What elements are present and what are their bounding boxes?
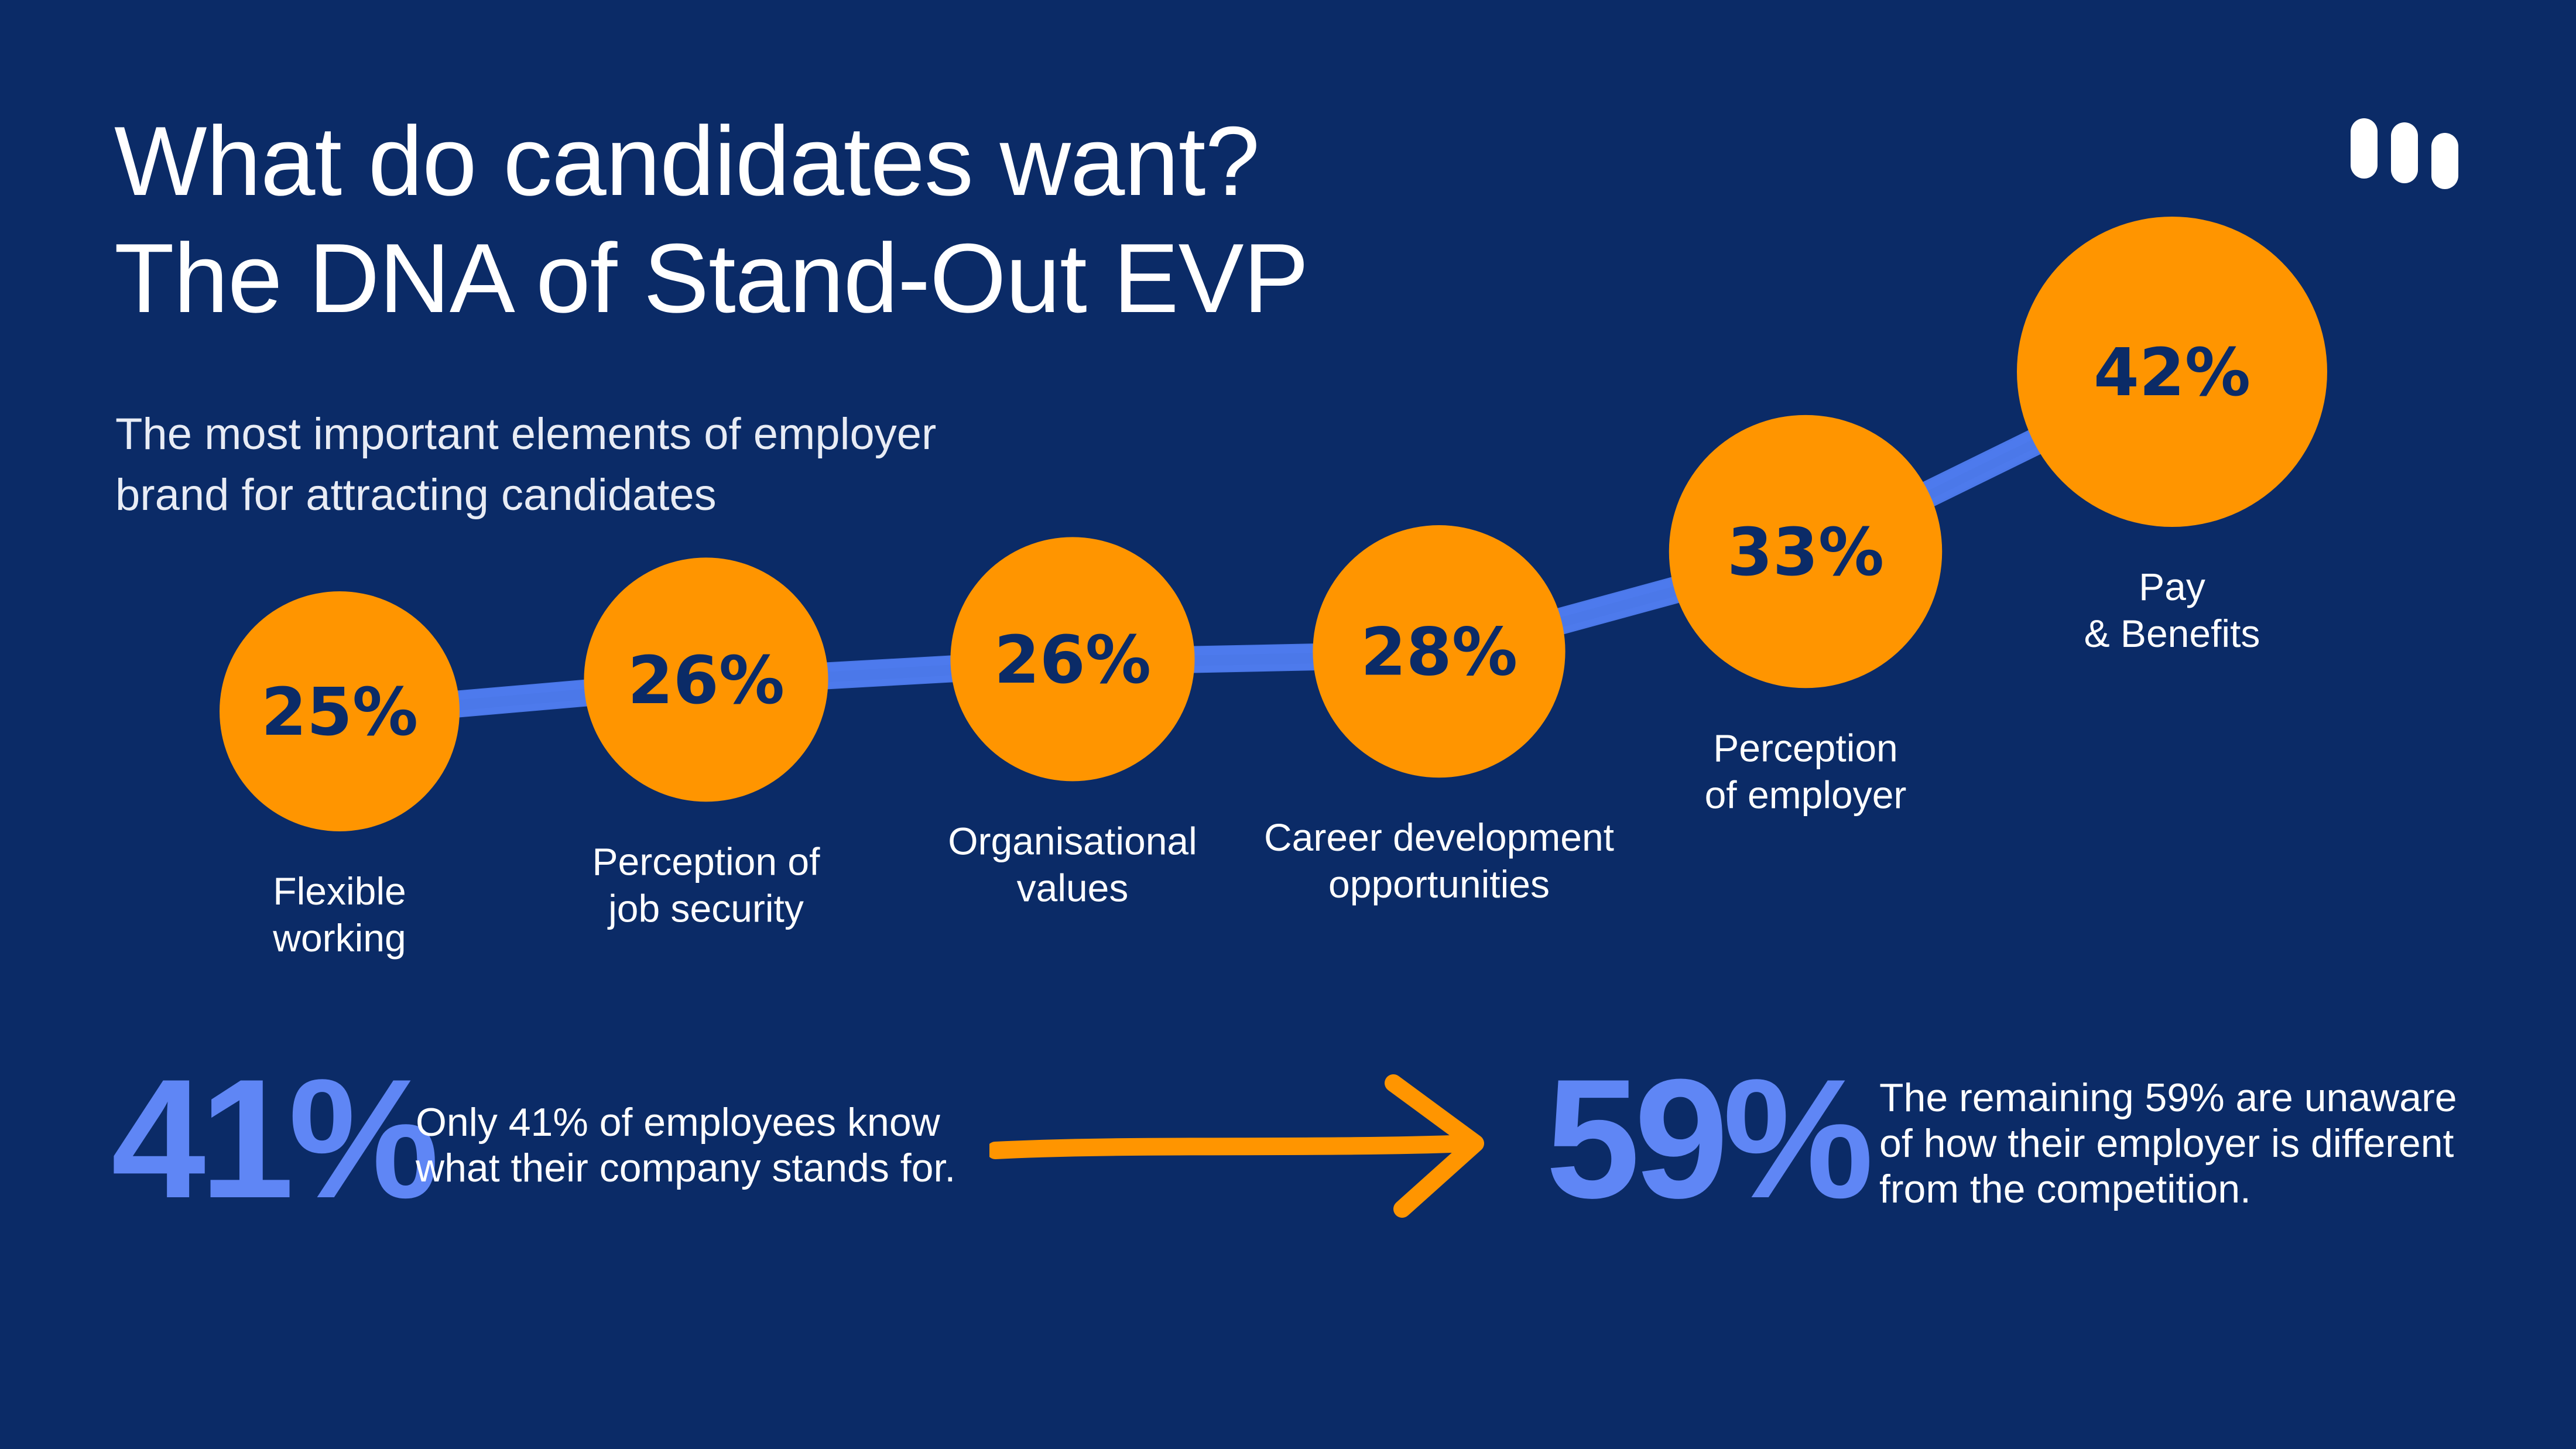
- bubble-value-label-5: 33%: [1727, 515, 1884, 591]
- stat-41-line-2: what their company stands for.: [416, 1146, 956, 1190]
- bubble-4: [1313, 525, 1566, 778]
- category-label-3-line-1: Organisational: [948, 819, 1197, 862]
- company-logo-icon: [2351, 118, 2458, 189]
- bubble-value-label-2: 26%: [628, 643, 785, 719]
- category-label-2-line-2: job security: [607, 886, 804, 930]
- category-label-2-line-1: Perception of: [592, 840, 821, 883]
- bubble-2: [584, 557, 828, 802]
- stat-value-59: 59%: [1546, 1044, 1873, 1234]
- bubble-6: [2017, 217, 2327, 527]
- stat-59-line-1: The remaining 59% are unaware: [1879, 1075, 2457, 1120]
- bubble-value-label-3: 26%: [994, 622, 1151, 698]
- category-label-6-line-2: & Benefits: [2084, 612, 2260, 655]
- bubble-value-label-6: 42%: [2094, 335, 2250, 411]
- bubble-3: [950, 537, 1195, 782]
- chart-subtitle: The most important elements of employer …: [115, 404, 936, 526]
- category-label-4-line-2: opportunities: [1328, 862, 1550, 906]
- title-line-1: What do candidates want?: [114, 106, 1260, 216]
- stat-41-line-1: Only 41% of employees know: [416, 1100, 940, 1145]
- bubble-5: [1669, 415, 1943, 688]
- page-title: What do candidates want? The DNA of Stan…: [114, 102, 1309, 337]
- stat-text-41: Only 41% of employees know what their co…: [416, 1099, 955, 1191]
- title-line-2: The DNA of Stand-Out EVP: [114, 223, 1309, 333]
- subtitle-line-2: brand for attracting candidates: [115, 470, 717, 520]
- stat-value-41: 41%: [111, 1044, 439, 1234]
- bubble-group: 25% 26% 26% 28% 33% 42%: [220, 217, 2327, 831]
- stat-59-line-2: of how their employer is different: [1879, 1121, 2454, 1166]
- stat-text-59: The remaining 59% are unaware of how the…: [1879, 1075, 2457, 1212]
- category-label-1-line-1: Flexible: [273, 869, 406, 913]
- bubble-1: [220, 591, 460, 831]
- category-label-6-line-1: Pay: [2139, 565, 2205, 608]
- category-label-5-line-1: Perception: [1713, 726, 1898, 769]
- arrow-right-icon: [989, 1074, 1484, 1218]
- stat-59-line-3: from the competition.: [1879, 1167, 2251, 1211]
- bubble-value-label-1: 25%: [261, 674, 418, 751]
- category-label-1-line-2: working: [272, 916, 406, 960]
- bubble-value-label-4: 28%: [1361, 615, 1517, 691]
- category-label-3-line-2: values: [1017, 866, 1129, 909]
- category-label-4-line-1: Career development: [1264, 816, 1614, 859]
- category-label-5-line-2: of employer: [1705, 773, 1907, 816]
- subtitle-line-1: The most important elements of employer: [115, 409, 937, 459]
